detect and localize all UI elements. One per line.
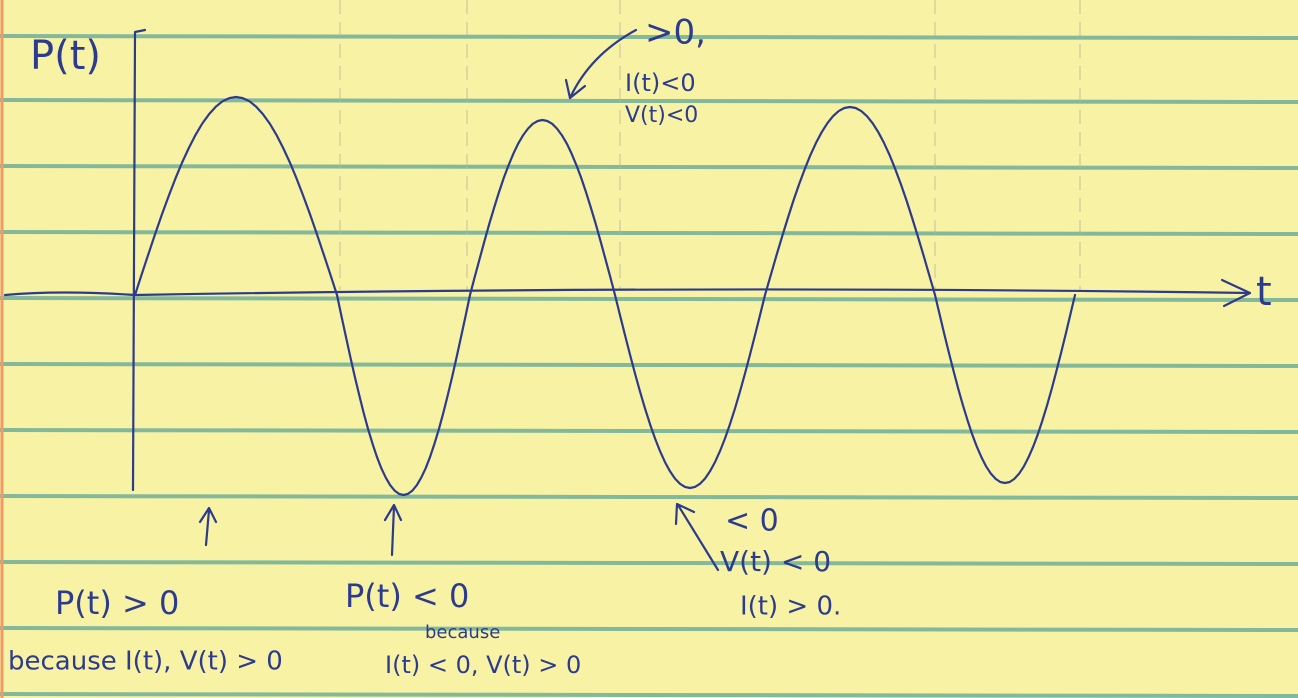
annotation: I(t) < 0, V(t) > 0 (385, 651, 581, 679)
annotation: I(t)<0 (625, 69, 696, 97)
annotation: V(t)<0 (625, 103, 698, 128)
arrow (676, 504, 718, 570)
annotation: V(t) < 0 (720, 545, 831, 578)
annotation: P(t) < 0 (345, 577, 469, 615)
annotation: P(t) > 0 (55, 584, 179, 622)
annotation: I(t) > 0. (740, 592, 841, 622)
arrow (200, 508, 216, 545)
arrow (385, 505, 401, 555)
annotation: >0, (645, 13, 706, 53)
page: {"axes": {"y_label": "P(t)", "x_label": … (0, 0, 1298, 698)
annotation: because I(t), V(t) > 0 (8, 647, 283, 677)
annotation: < 0 (725, 504, 779, 539)
y-axis-label: P(t) (30, 33, 101, 79)
x-axis (5, 289, 1250, 295)
annotation: because (425, 622, 500, 643)
x-axis-label: t (1256, 269, 1272, 315)
power-wave (135, 97, 1075, 495)
sketch: P(t) t >0, I(t)<0 V(t)<0 P(t) > 0 becaus… (0, 0, 1298, 698)
